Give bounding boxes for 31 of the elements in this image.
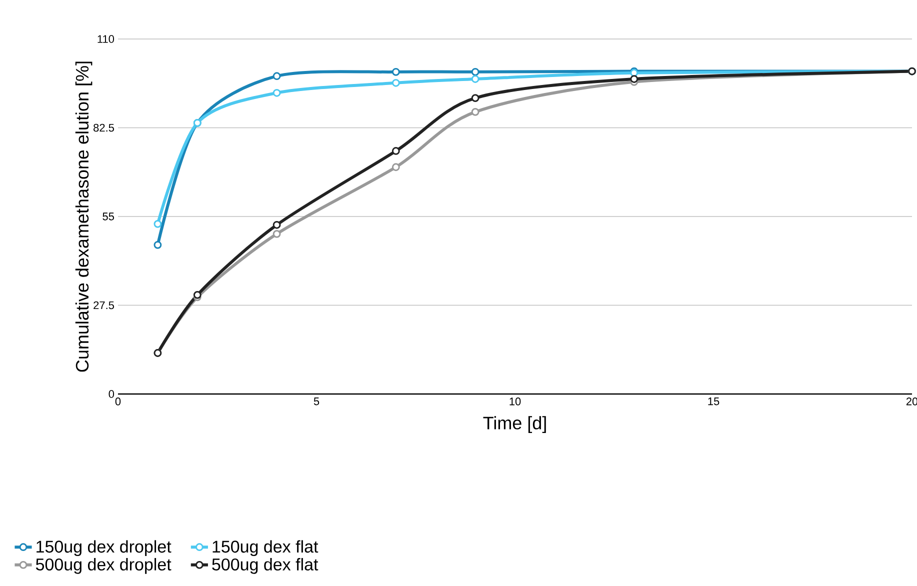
x-tick-label: 10 [510,398,521,406]
x-tick-label: 5 [314,398,320,406]
point [392,147,400,155]
legend-label: 150ug dex droplet [36,540,172,556]
y-tick-label: 55 [102,212,114,220]
x-tick-label: 15 [708,398,720,406]
point [392,68,400,76]
x-tick-label: 0 [115,398,121,406]
point [471,108,480,116]
y-axis-title: Cumulative dexamethasone elution [%] [75,62,92,372]
y-tick-label: 110 [98,35,114,43]
point [630,75,638,83]
point [272,220,281,229]
point [193,290,202,299]
point [471,94,480,102]
point [154,240,162,249]
y-tick-label: 82.5 [94,124,114,132]
point [471,68,480,76]
point [392,163,400,172]
point [272,72,281,80]
y-tick-label: 0 [108,390,114,398]
point [471,75,480,83]
point [154,220,162,228]
legend-label: 500ug dex droplet [36,558,172,574]
x-axis-title: Time [d] [483,416,546,433]
point [272,230,281,238]
legend-label: 150ug dex flat [212,540,318,556]
y-tick-label: 27.5 [94,301,114,310]
point [272,88,281,97]
legend-label: 500ug dex flat [212,558,318,574]
point [392,78,400,87]
